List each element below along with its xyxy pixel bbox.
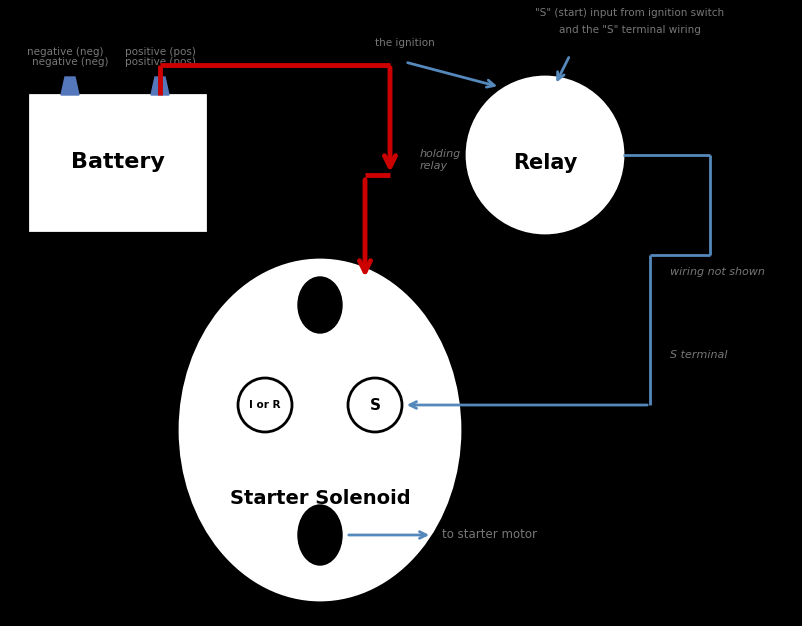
Text: positive (pos): positive (pos)	[124, 57, 195, 67]
Text: Battery: Battery	[71, 153, 164, 173]
Text: Relay: Relay	[512, 153, 577, 173]
Circle shape	[347, 378, 402, 432]
Circle shape	[237, 378, 292, 432]
Ellipse shape	[298, 277, 342, 333]
Circle shape	[467, 77, 622, 233]
Text: negative (neg): negative (neg)	[32, 57, 108, 67]
Text: "S" (start) input from ignition switch: "S" (start) input from ignition switch	[535, 8, 723, 18]
Ellipse shape	[298, 505, 342, 565]
Text: S terminal: S terminal	[669, 350, 727, 360]
Text: holding
relay: holding relay	[419, 149, 460, 171]
Text: the ignition: the ignition	[375, 38, 435, 48]
Ellipse shape	[180, 260, 460, 600]
Polygon shape	[61, 77, 79, 95]
Text: I or R: I or R	[249, 400, 281, 410]
Text: negative (neg): negative (neg)	[26, 47, 103, 57]
Text: Starter Solenoid: Starter Solenoid	[229, 488, 410, 508]
Text: S: S	[369, 398, 380, 413]
Bar	[30, 95, 205, 230]
Text: to starter motor: to starter motor	[441, 528, 537, 541]
Text: and the "S" terminal wiring: and the "S" terminal wiring	[558, 25, 700, 35]
Text: positive (pos): positive (pos)	[124, 47, 195, 57]
Polygon shape	[151, 77, 168, 95]
Text: wiring not shown: wiring not shown	[669, 267, 764, 277]
